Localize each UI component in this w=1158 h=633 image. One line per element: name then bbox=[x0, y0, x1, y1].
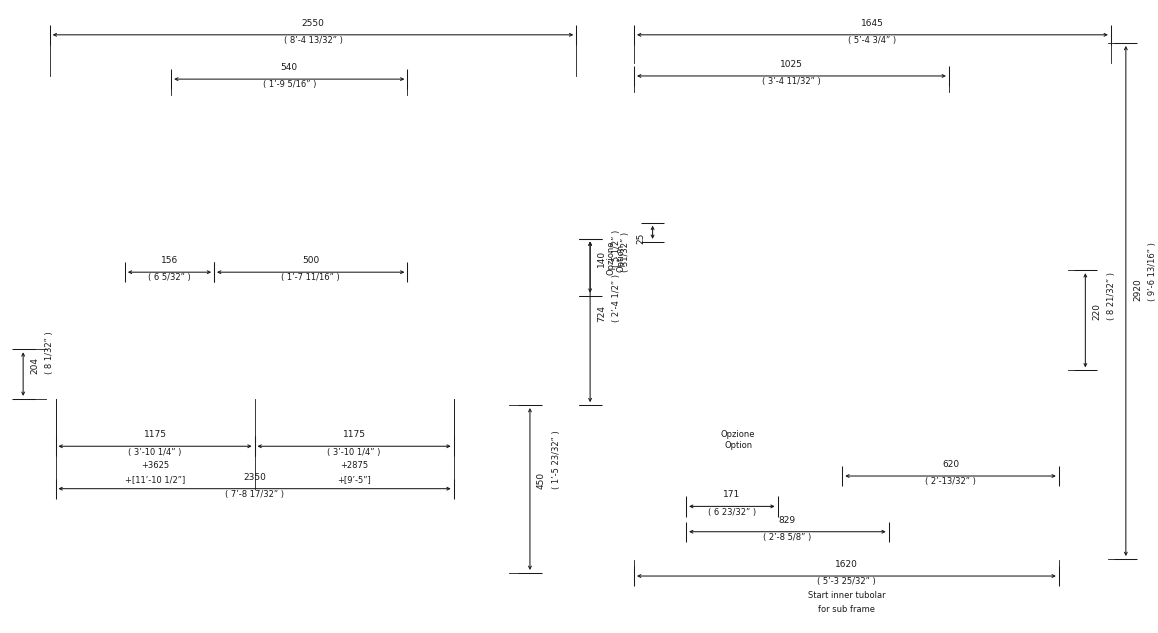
Text: 1175: 1175 bbox=[144, 430, 167, 439]
Text: 1025: 1025 bbox=[780, 60, 802, 69]
Text: Opzione
Option: Opzione Option bbox=[607, 241, 625, 275]
Text: 220: 220 bbox=[1092, 303, 1101, 320]
Text: ( 3’-10 1/4” ): ( 3’-10 1/4” ) bbox=[129, 448, 182, 456]
Text: ( 1’-5 23/32” ): ( 1’-5 23/32” ) bbox=[552, 430, 562, 489]
Text: 2350: 2350 bbox=[243, 473, 266, 482]
Text: ( 8’-4 13/32” ): ( 8’-4 13/32” ) bbox=[284, 36, 343, 45]
Text: +[9’-5”]: +[9’-5”] bbox=[337, 475, 371, 484]
Text: ( 2’-13/32” ): ( 2’-13/32” ) bbox=[925, 477, 976, 486]
Text: ( 6 23/32” ): ( 6 23/32” ) bbox=[708, 508, 756, 517]
Text: 620: 620 bbox=[941, 460, 959, 469]
Text: 540: 540 bbox=[280, 63, 298, 72]
Text: 450: 450 bbox=[537, 472, 547, 489]
Text: ( 9’-6 13/16” ): ( 9’-6 13/16” ) bbox=[1148, 242, 1157, 301]
Text: ( 2’-8 5/8” ): ( 2’-8 5/8” ) bbox=[763, 533, 812, 542]
Text: 500: 500 bbox=[302, 256, 320, 265]
Text: ( 5 1/2” ): ( 5 1/2” ) bbox=[613, 230, 621, 267]
Text: 204: 204 bbox=[30, 357, 39, 374]
Text: ( 8 1/32” ): ( 8 1/32” ) bbox=[45, 331, 54, 374]
Text: ( 5’-4 3/4” ): ( 5’-4 3/4” ) bbox=[849, 36, 896, 45]
Text: ( 7’-8 17/32” ): ( 7’-8 17/32” ) bbox=[225, 490, 284, 499]
Text: for sub frame: for sub frame bbox=[818, 605, 875, 614]
Text: ( 3’-10 1/4” ): ( 3’-10 1/4” ) bbox=[328, 448, 381, 456]
Text: 25: 25 bbox=[637, 232, 645, 244]
Text: 2550: 2550 bbox=[301, 19, 324, 28]
Text: ( 8 21/32” ): ( 8 21/32” ) bbox=[1107, 272, 1116, 320]
Text: 1620: 1620 bbox=[835, 560, 858, 569]
Text: 156: 156 bbox=[161, 256, 178, 265]
Text: 829: 829 bbox=[779, 516, 796, 525]
Text: +3625: +3625 bbox=[141, 461, 169, 470]
Text: ( 6 5/32” ): ( 6 5/32” ) bbox=[148, 273, 191, 282]
Text: 1175: 1175 bbox=[343, 430, 366, 439]
Text: ( 31/32” ): ( 31/32” ) bbox=[622, 232, 630, 272]
Text: 140: 140 bbox=[598, 250, 606, 267]
Text: Opzione
Option: Opzione Option bbox=[721, 430, 755, 450]
Text: +[11’-10 1/2”]: +[11’-10 1/2”] bbox=[125, 475, 185, 484]
Text: ( 1’-9 5/16” ): ( 1’-9 5/16” ) bbox=[263, 80, 316, 89]
Text: 1645: 1645 bbox=[862, 19, 884, 28]
Text: ( 1’-7 11/16” ): ( 1’-7 11/16” ) bbox=[281, 273, 340, 282]
Text: +2875: +2875 bbox=[340, 461, 368, 470]
Text: 2920: 2920 bbox=[1133, 279, 1142, 301]
Text: 724: 724 bbox=[598, 305, 606, 322]
Text: ( 2’-4 1/2” ): ( 2’-4 1/2” ) bbox=[613, 274, 621, 322]
Text: 171: 171 bbox=[724, 491, 740, 499]
Text: Start inner tubolar: Start inner tubolar bbox=[807, 591, 885, 600]
Text: ( 3’-4 11/32” ): ( 3’-4 11/32” ) bbox=[762, 77, 821, 86]
Text: ( 5’-3 25/32” ): ( 5’-3 25/32” ) bbox=[818, 577, 875, 586]
